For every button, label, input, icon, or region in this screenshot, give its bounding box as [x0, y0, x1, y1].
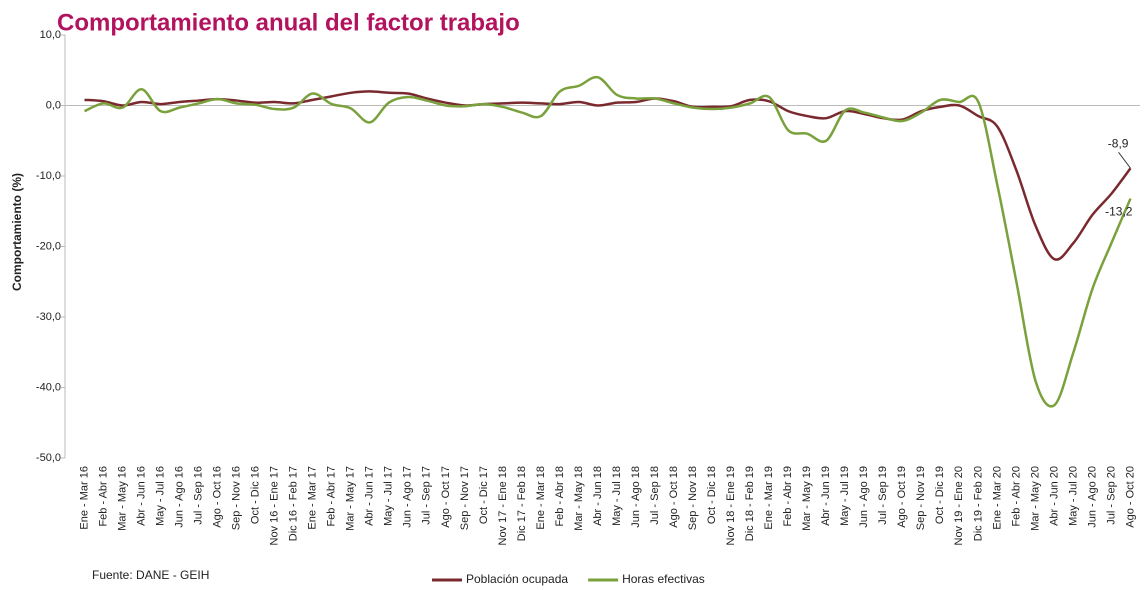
y-axis-label: Comportamiento (%) — [10, 173, 24, 291]
x-tick-label: Jul - Sep 19 — [877, 466, 889, 525]
x-tick-label: Jun - Ago 18 — [630, 466, 642, 528]
leader-line — [1118, 151, 1131, 169]
x-tick-label: May - Jul 16 — [154, 466, 166, 526]
x-tick-label: Sep - Nov 16 — [231, 466, 243, 530]
x-tick-label: Feb - Abr 18 — [554, 466, 566, 527]
series-line — [83, 75, 1132, 408]
x-tick-label: Ago - Oct 20 — [1124, 466, 1136, 528]
legend-label: Población ocupada — [466, 572, 568, 586]
x-tick-label: Mar - May 18 — [573, 466, 585, 531]
x-tick-label: Abr - Jun 18 — [592, 466, 604, 526]
x-tick-label: Jul - Sep 17 — [421, 466, 433, 525]
x-tick-label: Nov 17 - Ene 18 — [497, 466, 509, 546]
x-tick-label: Jul - Sep 18 — [649, 466, 661, 525]
x-tick-label: Jun - Ago 16 — [174, 466, 186, 528]
legend-label: Horas efectivas — [622, 572, 705, 586]
x-tick-label: Mar - May 17 — [345, 466, 357, 531]
y-tick-label: -20,0 — [36, 240, 61, 252]
x-tick-label: Jun - Ago 19 — [858, 466, 870, 528]
x-tick-label: Abr - Jun 16 — [135, 466, 147, 526]
x-tick-label: Nov 16 - Ene 17 — [269, 466, 281, 546]
x-tick-label: Nov 18 - Ene 19 — [725, 466, 737, 546]
x-tick-label: Mar - May 19 — [801, 466, 813, 531]
x-tick-label: Ene - Mar 17 — [307, 466, 319, 530]
y-tick-label: 10,0 — [40, 29, 61, 41]
x-tick-label: May - Jul 18 — [611, 466, 623, 526]
x-tick-label: May - Jul 17 — [383, 466, 395, 526]
x-tick-label: Feb - Abr 19 — [782, 466, 794, 527]
x-tick-label: Jun - Ago 17 — [402, 466, 414, 528]
x-tick-label: Dic 18 - Feb 19 — [744, 466, 756, 541]
x-tick-label: Ene - Mar 19 — [763, 466, 775, 530]
x-tick-label: Dic 16 - Feb 17 — [288, 466, 300, 541]
x-tick-label: Oct - Dic 18 — [706, 466, 718, 524]
x-tick-label: Ago - Oct 17 — [440, 466, 452, 528]
x-tick-label: Abr - Jun 17 — [364, 466, 376, 526]
x-tick-label: May - Jul 19 — [839, 466, 851, 526]
x-tick-label: Dic 17 - Feb 18 — [516, 466, 528, 541]
source-note: Fuente: DANE - GEIH — [92, 568, 209, 582]
x-tick-label: Nov 19 - Ene 20 — [953, 466, 965, 546]
x-tick-label: Dic 19 - Feb 20 — [972, 466, 984, 541]
x-tick-label: Jul - Sep 16 — [193, 466, 205, 525]
x-tick-label: Jun - Ago 20 — [1086, 466, 1098, 528]
x-tick-label: Jul - Sep 20 — [1105, 466, 1117, 525]
series-line — [84, 90, 1132, 261]
x-tick-label: Abr - Jun 20 — [1048, 466, 1060, 526]
x-tick-label: Mar - May 20 — [1029, 466, 1041, 531]
x-tick-label: Oct - Dic 19 — [934, 466, 946, 524]
x-tick-label: Feb - Abr 20 — [1010, 466, 1022, 527]
x-tick-label: Mar - May 16 — [116, 466, 128, 531]
data-label: -13,2 — [1105, 205, 1133, 219]
data-label: -8,9 — [1108, 136, 1129, 150]
x-tick-label: Ago - Oct 16 — [212, 466, 224, 528]
x-tick-label: Sep - Nov 18 — [687, 466, 699, 530]
x-tick-label: Feb - Abr 16 — [97, 466, 109, 527]
x-tick-label: May - Jul 20 — [1067, 466, 1079, 526]
y-tick-label: -50,0 — [36, 452, 61, 464]
x-tick-label: Abr - Jun 19 — [820, 466, 832, 526]
x-tick-label: Ene - Mar 20 — [991, 466, 1003, 530]
x-tick-label: Ene - Mar 18 — [535, 466, 547, 530]
x-tick-label: Ago - Oct 19 — [896, 466, 908, 528]
x-tick-label: Sep - Nov 19 — [915, 466, 927, 530]
x-tick-label: Oct - Dic 17 — [478, 466, 490, 524]
y-tick-label: -40,0 — [36, 381, 61, 393]
x-tick-label: Ago - Oct 18 — [668, 466, 680, 528]
x-tick-label: Oct - Dic 16 — [250, 466, 262, 524]
x-tick-label: Feb - Abr 17 — [326, 466, 338, 527]
y-tick-label: 0,0 — [46, 99, 61, 111]
y-tick-label: -30,0 — [36, 311, 61, 323]
chart-title: Comportamiento anual del factor trabajo — [57, 9, 520, 36]
y-tick-label: -10,0 — [36, 170, 61, 182]
x-tick-label: Ene - Mar 16 — [78, 466, 90, 530]
x-tick-label: Sep - Nov 17 — [459, 466, 471, 530]
